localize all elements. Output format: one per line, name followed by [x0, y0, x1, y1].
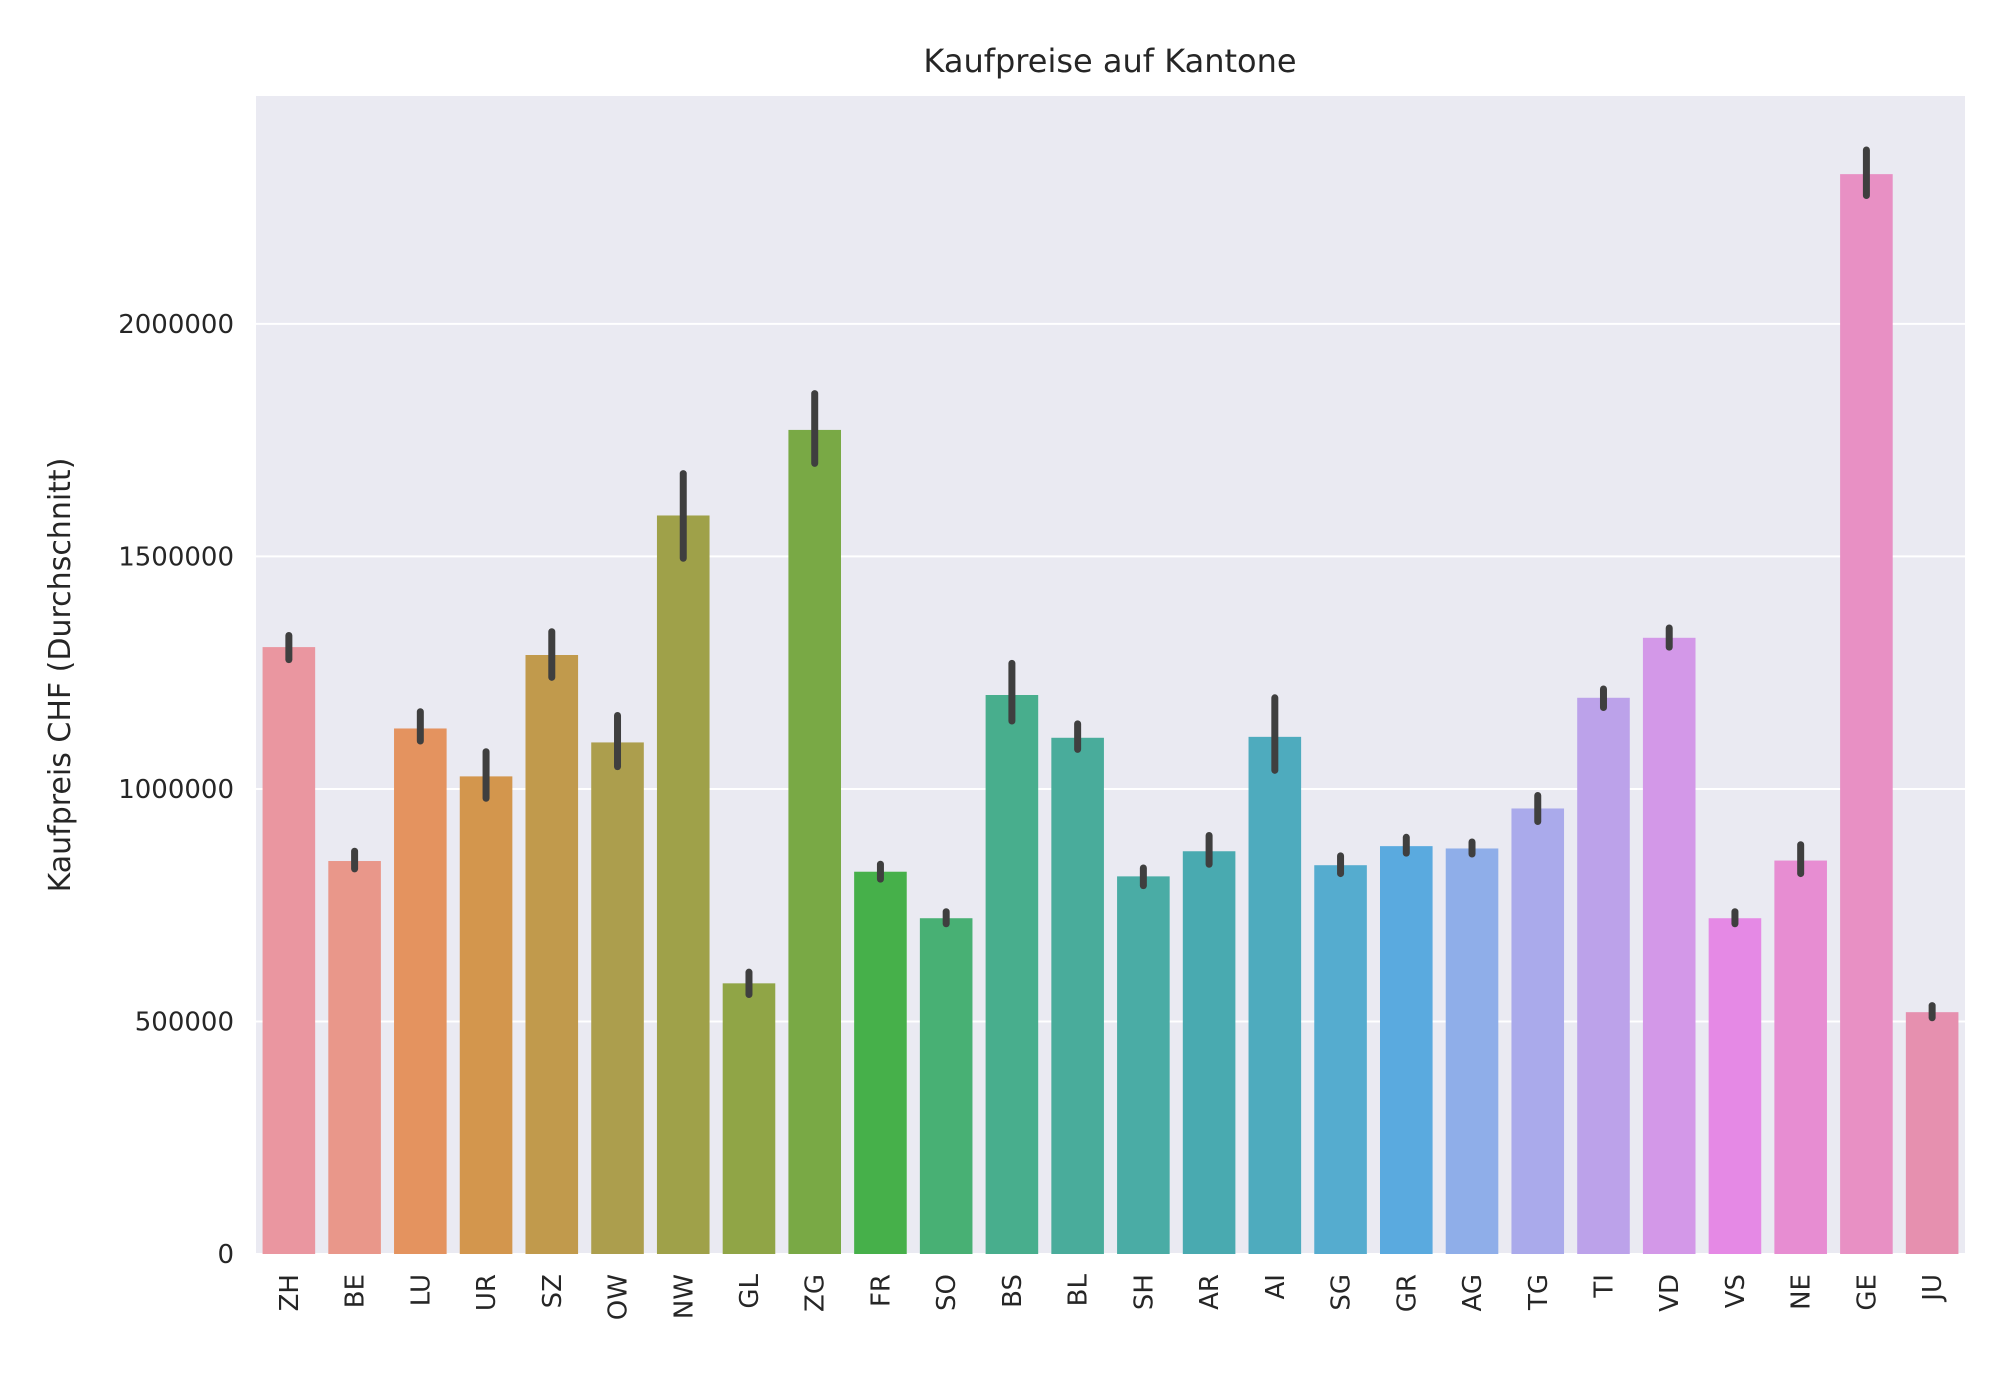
bar-ag [1445, 848, 1499, 1254]
bars [262, 174, 1959, 1255]
x-tick-label: OW [604, 1274, 634, 1320]
x-tick-label: SO [932, 1274, 962, 1311]
x-tick-label: FR [866, 1274, 896, 1307]
x-tick-label: BL [1064, 1273, 1094, 1306]
bar-bl [1051, 737, 1104, 1254]
x-tick-label: SH [1129, 1274, 1159, 1310]
x-tick-label: SZ [538, 1274, 568, 1308]
x-tick-label: BS [998, 1274, 1028, 1308]
y-tick-label: 1500000 [118, 542, 234, 572]
x-tick-label: TI [1589, 1274, 1619, 1299]
y-tick-label: 500000 [135, 1007, 234, 1037]
bar-sz [525, 655, 579, 1254]
bar-zh [262, 647, 316, 1254]
bar-ow [591, 742, 644, 1254]
y-tick-label: 1000000 [118, 775, 234, 805]
bar-ai [1248, 736, 1302, 1254]
bar-ti [1577, 697, 1630, 1254]
bar-vd [1642, 637, 1696, 1254]
bar-vs [1708, 918, 1762, 1254]
y-tick-label: 0 [217, 1240, 234, 1270]
bar-gr [1379, 846, 1433, 1254]
x-tick-label: AR [1195, 1274, 1225, 1310]
x-tick-label: SG [1327, 1274, 1357, 1311]
bar-sh [1117, 876, 1170, 1254]
chart-title: Kaufpreise auf Kantone [923, 42, 1296, 80]
error-bars [285, 146, 1936, 1022]
bar-be [328, 861, 381, 1254]
bar-bs [985, 694, 1039, 1254]
bar-ar [1182, 851, 1236, 1254]
x-tick-label: AG [1458, 1274, 1488, 1311]
x-tick-label: NW [669, 1274, 699, 1319]
y-axis-label: Kaufpreis CHF (Durchschnitt) [43, 458, 78, 893]
bar-nw [656, 515, 710, 1254]
x-tick-label: GR [1392, 1274, 1422, 1312]
x-tick-label: GE [1852, 1274, 1882, 1311]
bar-ne [1774, 860, 1827, 1254]
bar-gl [722, 983, 776, 1254]
y-tick-labels: 0 500000 1000000 1500000 2000000 [118, 310, 234, 1270]
bar-so [919, 918, 973, 1254]
bar-fr [854, 871, 907, 1254]
bar-ur [459, 776, 513, 1254]
bar-ju [1905, 1012, 1959, 1254]
y-tick-label: 2000000 [118, 310, 234, 340]
x-tick-label: TG [1524, 1274, 1554, 1311]
bar-zg [788, 429, 842, 1255]
bar-tg [1511, 808, 1565, 1254]
bar-lu [394, 728, 447, 1254]
x-tick-label: NE [1787, 1274, 1817, 1310]
x-tick-label: UR [472, 1274, 502, 1311]
bar-ge [1840, 174, 1893, 1254]
x-tick-label: ZH [275, 1274, 305, 1311]
x-tick-label: AI [1261, 1274, 1291, 1299]
x-tick-label: BE [341, 1274, 371, 1308]
x-tick-label: GL [735, 1273, 765, 1308]
x-tick-label: JU [1918, 1274, 1948, 1303]
x-tick-label: VD [1655, 1274, 1685, 1312]
x-tick-labels: ZH BE LU UR SZ OW NW GL ZG FR SO BS BL SH AR AI SG GR AG TG… [275, 1273, 1948, 1320]
x-tick-label: LU [406, 1274, 436, 1306]
x-tick-label: VS [1721, 1274, 1751, 1308]
x-tick-label: ZG [801, 1274, 831, 1312]
bar-sg [1314, 865, 1367, 1254]
